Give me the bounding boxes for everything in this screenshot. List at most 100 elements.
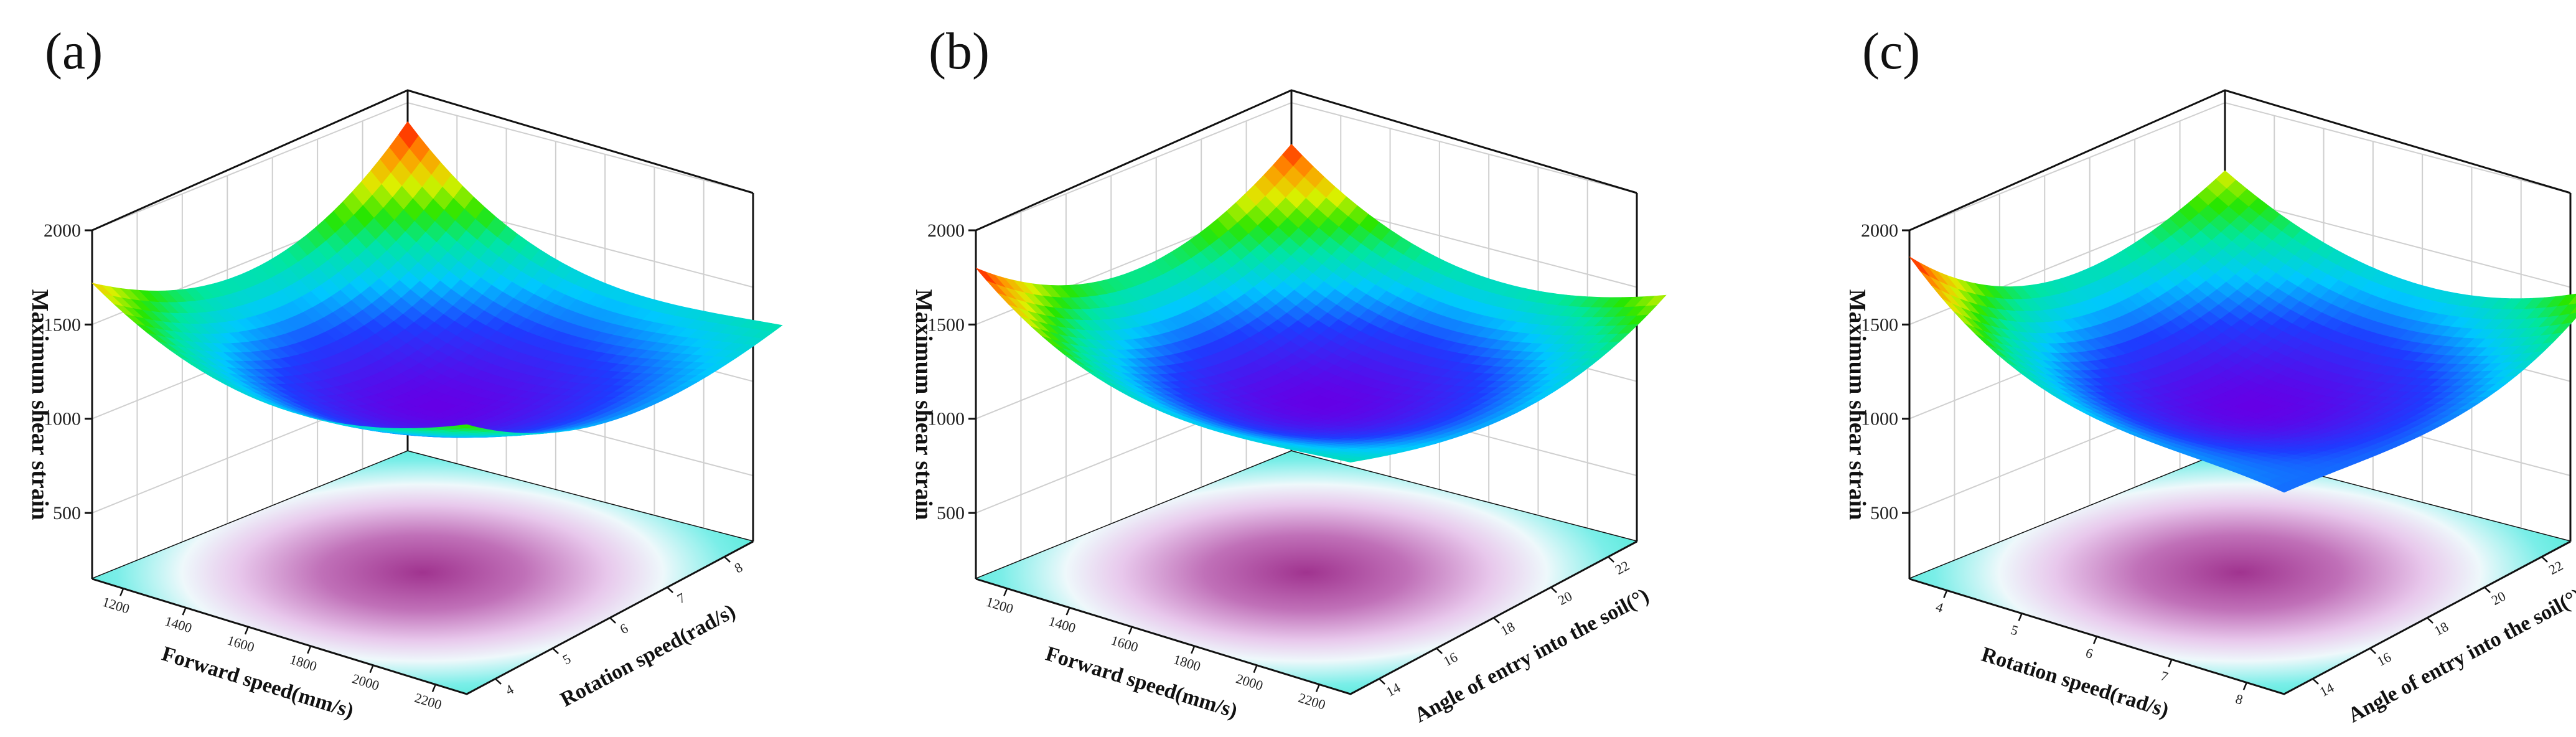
y-axis-tick-label: 7 xyxy=(675,589,688,606)
x-axis-tick-mark xyxy=(1253,665,1258,674)
z-tick-label: 1500 xyxy=(927,314,965,335)
surface-cell xyxy=(2569,306,2576,314)
y-axis-tick-label: 22 xyxy=(1613,558,1632,578)
x-axis-tick-label: 5 xyxy=(2009,622,2020,639)
y-axis-tick-mark xyxy=(2484,586,2491,593)
x-axis-title: Forward speed(mm/s) xyxy=(159,642,357,723)
panel-label: (c) xyxy=(1862,22,1920,80)
x-axis-tick-label: 2000 xyxy=(350,670,381,693)
x-axis-tick-mark xyxy=(1943,590,1948,598)
x-axis-tick-mark xyxy=(307,645,312,654)
floor-edge xyxy=(975,540,1637,695)
y-axis-tick-mark xyxy=(552,647,559,654)
x-axis-tick-mark xyxy=(431,684,436,692)
x-axis-tick-label: 6 xyxy=(2084,645,2095,662)
y-axis-tick-label: 20 xyxy=(2489,588,2508,608)
y-axis-tick-label: 16 xyxy=(2374,649,2394,669)
y-axis-tick-label: 18 xyxy=(2432,619,2451,639)
x-axis-tick-mark xyxy=(182,607,187,616)
z-tick-label: 500 xyxy=(1870,503,1898,523)
y-axis-tick-mark xyxy=(2541,556,2548,563)
z-axis-title: Maximum shear strain xyxy=(27,289,53,520)
floor-contour xyxy=(976,451,1637,694)
x-axis-tick-label: 1600 xyxy=(225,632,256,655)
x-axis-tick-label: 1200 xyxy=(985,594,1015,617)
x-axis-tick-label: 1400 xyxy=(163,613,194,636)
x-axis-tick-mark xyxy=(2168,659,2173,667)
surface xyxy=(975,144,1667,463)
x-axis-tick-label: 1600 xyxy=(1109,632,1140,655)
y-axis-tick-mark xyxy=(1379,678,1385,685)
x-axis-tick-label: 1800 xyxy=(1172,651,1202,674)
x-axis-tick-mark xyxy=(2242,682,2247,690)
z-tick-label: 2000 xyxy=(44,220,81,241)
z-tick-label: 1500 xyxy=(1861,314,1898,335)
z-tick-label: 2000 xyxy=(1861,220,1898,241)
x-axis-tick-mark xyxy=(1128,626,1133,635)
z-axis-title: Maximum shear strain xyxy=(911,289,937,520)
x-axis-tick-label: 2000 xyxy=(1234,670,1265,693)
z-tick-label: 2000 xyxy=(927,220,965,241)
floor-contour xyxy=(92,451,753,694)
x-axis-tick-label: 8 xyxy=(2234,691,2245,708)
y-axis-tick-mark xyxy=(1436,647,1443,654)
y-axis-tick-mark xyxy=(667,586,673,593)
x-axis-tick-label: 7 xyxy=(2159,668,2170,685)
box-edge xyxy=(91,89,754,232)
y-axis-tick-label: 14 xyxy=(2317,680,2336,700)
y-axis-tick-mark xyxy=(2312,678,2319,685)
floor-contour xyxy=(1909,451,2570,694)
z-tick-label: 1000 xyxy=(44,409,81,430)
z-axis-title: Maximum shear strain xyxy=(1844,289,1870,520)
z-tick-label: 500 xyxy=(937,503,965,523)
y-axis-tick-mark xyxy=(495,678,502,685)
x-axis-tick-label: 1200 xyxy=(101,594,131,617)
y-axis-tick-label: 8 xyxy=(732,559,745,576)
y-axis-tick-label: 5 xyxy=(560,650,573,667)
y-axis-tick-label: 20 xyxy=(1555,588,1575,608)
y-axis-tick-mark xyxy=(609,617,616,624)
y-axis-tick-label: 16 xyxy=(1441,649,1460,669)
surface-cell xyxy=(2272,484,2294,493)
y-axis-tick-label: 18 xyxy=(1498,619,1517,639)
z-tick-label: 500 xyxy=(53,503,81,523)
floor-edge xyxy=(91,540,754,695)
box-edge xyxy=(1909,89,2571,232)
y-axis-tick-mark xyxy=(724,556,731,563)
surface xyxy=(1909,170,2576,493)
panel-label: (a) xyxy=(45,22,103,80)
x-axis-tick-mark xyxy=(1315,684,1320,692)
y-axis-tick-mark xyxy=(1493,617,1500,624)
floor-edge xyxy=(1909,540,2571,695)
x-axis-tick-label: 4 xyxy=(1934,599,1945,616)
z-tick-label: 1000 xyxy=(927,409,965,430)
x-axis-tick-label: 1800 xyxy=(288,651,319,674)
y-axis-tick-mark xyxy=(2427,617,2433,624)
surface-cell xyxy=(456,424,476,429)
x-axis-tick-mark xyxy=(119,588,124,596)
x-axis-tick-mark xyxy=(2018,613,2023,621)
y-axis-tick-label: 6 xyxy=(617,620,630,637)
x-axis-tick-mark xyxy=(369,665,374,674)
box-edge xyxy=(975,89,1637,232)
x-axis-tick-mark xyxy=(1003,588,1008,596)
y-axis-tick-mark xyxy=(1550,586,1557,593)
x-axis-tick-mark xyxy=(2092,636,2098,644)
x-axis-tick-mark xyxy=(1066,607,1070,616)
y-axis-tick-mark xyxy=(2369,647,2376,654)
surface xyxy=(91,121,783,438)
y-axis-tick-mark xyxy=(1608,556,1614,563)
y-axis-tick-label: 14 xyxy=(1384,680,1403,700)
panel-label: (b) xyxy=(929,22,990,80)
x-axis-title: Forward speed(mm/s) xyxy=(1043,642,1240,723)
x-axis-tick-label: 2200 xyxy=(1296,690,1327,713)
x-axis-tick-label: 2200 xyxy=(413,690,443,713)
x-axis-tick-label: 1400 xyxy=(1047,613,1077,636)
y-axis-tick-label: 4 xyxy=(503,681,516,698)
x-axis-tick-mark xyxy=(1191,645,1196,654)
x-axis-title: Rotation speed(rad/s) xyxy=(1979,643,2171,722)
